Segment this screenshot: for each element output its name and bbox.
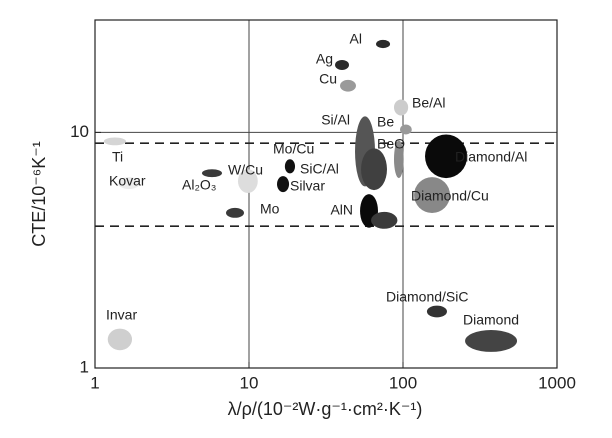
- material-region: [393, 140, 404, 179]
- x-axis-title: λ/ρ/(10⁻²W·g⁻¹·cm²·K⁻¹): [228, 399, 423, 419]
- x-tick-label: 10: [240, 373, 259, 392]
- material-region: [361, 148, 387, 191]
- material-label: Si/Al: [321, 112, 350, 128]
- material-region: [426, 305, 447, 318]
- material-region: [393, 99, 409, 116]
- material-region: [376, 39, 391, 49]
- material-region: [237, 169, 258, 194]
- material-label: Be: [377, 114, 394, 130]
- material-region: [414, 177, 451, 213]
- material-region: [371, 211, 398, 229]
- y-tick-label: 1: [80, 357, 89, 376]
- material-label: Diamond/Cu: [411, 188, 489, 204]
- material-region: [117, 177, 141, 190]
- material-label: Diamond: [463, 312, 519, 328]
- material-region: [225, 207, 245, 218]
- material-region: [399, 124, 412, 135]
- material-region: [425, 134, 468, 179]
- material-label: Mo: [260, 201, 280, 217]
- y-axis-title: CTE/10⁻⁶K⁻¹: [29, 141, 49, 246]
- material-label: BeO: [377, 136, 405, 152]
- material-region: [201, 169, 223, 178]
- material-region: [107, 328, 133, 351]
- material-label: Ti: [112, 149, 123, 165]
- x-tick-label: 1000: [538, 373, 576, 392]
- x-tick-label: 100: [389, 373, 417, 392]
- material-label: Kovar: [109, 173, 146, 189]
- material-label: Mo/Cu: [273, 141, 314, 157]
- material-region: [277, 176, 290, 193]
- x-tick-label: 1: [90, 373, 99, 392]
- material-label: Silvar: [290, 178, 325, 194]
- material-label: SiC/Al: [300, 161, 339, 177]
- material-region: [340, 79, 356, 92]
- material-label: W/Cu: [228, 162, 263, 178]
- material-label: Invar: [106, 307, 137, 323]
- plot-frame: [94, 19, 558, 369]
- material-label: Al₂O₃: [182, 177, 216, 193]
- material-region: [284, 159, 296, 174]
- material-label: Diamond/Al: [455, 149, 527, 165]
- material-label: Ag: [316, 51, 333, 67]
- material-label: Diamond/SiC: [386, 289, 468, 305]
- material-label: AlN: [330, 202, 353, 218]
- y-tick-label: 10: [70, 122, 89, 141]
- material-label: Al: [350, 31, 362, 47]
- material-region: [465, 329, 518, 352]
- material-label: Be/Al: [412, 95, 445, 111]
- material-region: [103, 137, 127, 146]
- material-region: [335, 59, 349, 71]
- material-label: Cu: [319, 71, 337, 87]
